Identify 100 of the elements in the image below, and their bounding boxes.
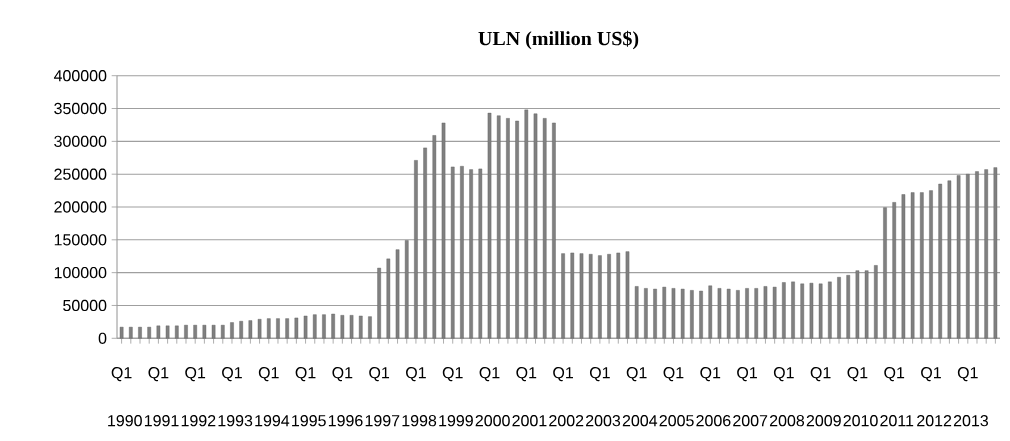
category-label: Q1 1999 — [439, 367, 473, 427]
bar — [349, 315, 354, 339]
bar — [736, 290, 740, 339]
category-label: Q1 1995 — [292, 367, 326, 427]
bar — [828, 281, 832, 339]
bar — [837, 277, 841, 339]
bar — [377, 267, 381, 339]
bar — [966, 173, 970, 339]
bar — [662, 286, 667, 339]
bar — [699, 290, 703, 339]
bar — [138, 326, 142, 339]
bar — [644, 288, 648, 339]
category-label: Q1 2002 — [549, 367, 584, 427]
y-tick-label: 350000 — [54, 102, 107, 115]
bar — [772, 286, 777, 339]
bar — [174, 325, 179, 339]
bar — [791, 281, 795, 339]
bar — [129, 326, 133, 339]
bar — [469, 169, 473, 339]
bar — [726, 288, 731, 339]
y-tick-label: 100000 — [54, 266, 107, 279]
category-label: Q1 1990 — [108, 367, 142, 427]
bar — [938, 183, 943, 339]
bar — [248, 320, 253, 339]
bar — [745, 288, 749, 339]
bar — [193, 324, 197, 339]
bar — [956, 175, 961, 339]
bar — [184, 324, 188, 339]
category-label: Q1 2011 — [880, 367, 914, 427]
category-label: Q1 1996 — [328, 367, 363, 427]
bar — [285, 318, 289, 339]
bar — [616, 252, 621, 339]
bar — [708, 285, 713, 339]
chart-title: ULN (million US$) — [478, 30, 639, 50]
bar — [579, 253, 584, 339]
y-tick-label: 300000 — [54, 135, 107, 147]
bar — [763, 286, 768, 339]
y-tick-label: 400000 — [53, 70, 107, 82]
bar — [634, 286, 639, 339]
y-tick-label: 0 — [98, 332, 107, 344]
bar — [864, 270, 869, 339]
category-label: Q1 2000 — [475, 367, 510, 427]
bar — [754, 288, 759, 339]
bar — [993, 167, 998, 339]
bar — [239, 321, 243, 339]
bar — [588, 254, 593, 339]
y-tick-label: 50000 — [63, 299, 107, 312]
category-label: Q1 2001 — [512, 367, 547, 427]
category-label: Q1 1994 — [255, 367, 290, 427]
y-tick-label: 150000 — [54, 234, 107, 246]
bar — [506, 118, 510, 339]
bar — [165, 325, 170, 339]
bar — [487, 112, 492, 339]
category-label: Q1 1997 — [365, 367, 400, 427]
bar — [671, 288, 676, 339]
bar — [533, 113, 538, 339]
bar — [303, 315, 308, 339]
bar — [680, 288, 685, 339]
bar — [984, 169, 988, 339]
bar — [441, 122, 446, 339]
bar — [901, 194, 906, 339]
category-label: Q1 1998 — [402, 367, 437, 427]
bar — [119, 326, 124, 339]
bar — [883, 207, 887, 339]
category-label: Q1 2006 — [696, 367, 731, 427]
bar — [818, 283, 823, 339]
category-label: Q1 1991 — [144, 367, 179, 427]
bar — [230, 322, 234, 339]
y-tick-label: 200000 — [54, 201, 107, 213]
category-label: Q1 2012 — [917, 367, 952, 427]
category-label: Q1 2009 — [806, 367, 841, 427]
bar — [892, 202, 897, 339]
bar — [910, 192, 915, 339]
category-label: Q1 2005 — [659, 367, 694, 427]
category-label: Q1 2013 — [953, 367, 989, 427]
bar — [202, 324, 207, 339]
bar — [266, 318, 271, 339]
bar — [947, 180, 952, 339]
bar — [542, 118, 547, 339]
bar — [156, 325, 161, 339]
bar — [395, 249, 400, 339]
bar — [855, 270, 860, 339]
bar — [147, 326, 151, 339]
bar — [331, 313, 335, 339]
bar — [809, 282, 814, 339]
bar — [404, 240, 409, 339]
bar — [257, 319, 262, 339]
bar — [211, 324, 216, 339]
bar — [846, 275, 851, 339]
bar — [432, 135, 437, 339]
bar — [524, 109, 529, 339]
bar — [515, 120, 519, 339]
category-label: Q1 2007 — [733, 367, 768, 427]
bar — [561, 253, 565, 339]
bar — [690, 290, 694, 339]
category-label: Q1 2004 — [622, 367, 658, 427]
bar — [423, 147, 427, 339]
y-tick-label: 250000 — [54, 168, 107, 180]
bar — [717, 288, 722, 339]
bar — [607, 254, 611, 339]
